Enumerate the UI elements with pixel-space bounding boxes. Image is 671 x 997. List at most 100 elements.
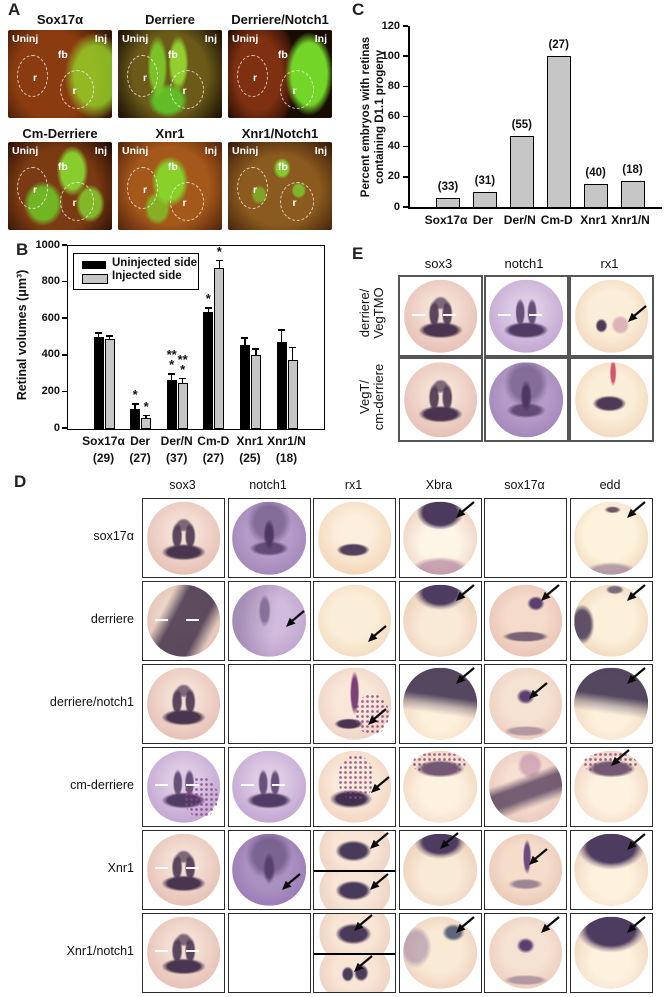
panel-e-cell bbox=[398, 275, 483, 357]
significance-line: ** bbox=[177, 351, 188, 367]
embryo-image bbox=[232, 501, 306, 575]
panel-c-y-axis-label-line1: Percent embryos with retinas bbox=[360, 36, 372, 198]
significance-line: * bbox=[205, 291, 211, 307]
panel-c-x-tick-label: Xnr1 bbox=[580, 213, 607, 227]
embryo-image bbox=[146, 501, 221, 575]
annotation-arrow-icon bbox=[367, 624, 387, 643]
embryo-image bbox=[574, 584, 648, 658]
split-sub-image bbox=[314, 913, 395, 953]
measurement-dash-marks bbox=[155, 867, 169, 870]
panel-b-bar bbox=[141, 418, 152, 429]
forebrain-label: fb bbox=[277, 49, 288, 62]
legend-swatch bbox=[82, 261, 106, 269]
embryo-image bbox=[574, 667, 648, 741]
embryo-image bbox=[488, 584, 563, 658]
significance-line: * bbox=[143, 398, 149, 414]
annotation-arrow-icon bbox=[528, 682, 548, 700]
embryo-image bbox=[318, 830, 391, 870]
split-sub-image bbox=[314, 830, 395, 870]
annotation-arrow-icon bbox=[285, 610, 305, 628]
embryo-image bbox=[488, 667, 563, 741]
significance-marker: * bbox=[125, 388, 145, 401]
panel-d-row-label: cm-derriere bbox=[70, 777, 134, 792]
panel-e-column-header: rx1 bbox=[600, 256, 619, 271]
error-bar-stem bbox=[108, 336, 111, 340]
error-bar-cap bbox=[168, 373, 176, 375]
embryo-image bbox=[317, 584, 392, 658]
panel-b-x-tick-label: Der/N bbox=[160, 434, 193, 448]
panel-b-bar bbox=[214, 267, 225, 429]
panel-d-cell bbox=[398, 580, 482, 661]
panel-d-empty-cell bbox=[227, 663, 311, 744]
panel-d-row-label: Xnr1 bbox=[107, 860, 134, 875]
panel-d-cell bbox=[227, 580, 311, 661]
panel-c-y-tick-mark bbox=[403, 55, 408, 57]
panel-d-cell bbox=[313, 829, 396, 910]
error-bar-cap bbox=[142, 414, 150, 417]
annotation-arrow-icon bbox=[455, 584, 475, 602]
panel-a-image-title: Cm-Derriere bbox=[22, 126, 98, 141]
embryo-image bbox=[403, 501, 477, 575]
panel-d-cell bbox=[227, 746, 311, 827]
error-bar-cap bbox=[131, 403, 139, 405]
panel-e-cell bbox=[483, 275, 569, 357]
panel-d-column-header: Xbra bbox=[425, 478, 453, 492]
panel-a-micrograph: Uninj Inj fb r r bbox=[228, 30, 332, 118]
error-bar-stem bbox=[170, 374, 173, 380]
panel-b-x-count-label: (37) bbox=[166, 451, 188, 465]
panel-d-cell bbox=[484, 663, 567, 744]
embryo-image bbox=[146, 584, 221, 658]
panel-b-y-tick-label: 1000 bbox=[35, 238, 60, 251]
embryo-image bbox=[403, 667, 477, 741]
panel-a-image-title: Xnr1 bbox=[155, 126, 185, 141]
panel-c-count-label: (55) bbox=[511, 119, 533, 132]
embryo-image bbox=[317, 501, 392, 575]
stain-speckles bbox=[338, 755, 374, 801]
panel-d-row-label: derriere/notch1 bbox=[49, 694, 134, 709]
panel-c-y-tick-mark bbox=[403, 85, 408, 88]
error-bar-cap bbox=[215, 259, 223, 262]
injected-side-label: Inj bbox=[314, 33, 327, 45]
panel-d-cell bbox=[398, 498, 482, 578]
embryo-image bbox=[488, 916, 563, 989]
embryo-image bbox=[574, 501, 648, 575]
panel-b-y-tick-mark bbox=[62, 427, 67, 429]
annotation-arrow-icon bbox=[367, 707, 387, 726]
panel-c-count-label: (33) bbox=[437, 180, 459, 193]
panel-c-y-tick-label: 80 bbox=[387, 79, 400, 92]
measurement-dash-marks bbox=[155, 784, 169, 787]
panel-c-plot-area: (33) (31) (55) (27) (40) (18) bbox=[408, 26, 662, 209]
panel-c-x-tick-label: Sox17α bbox=[424, 213, 468, 227]
forebrain-label: fb bbox=[167, 161, 178, 174]
panel-d-cell bbox=[569, 580, 653, 661]
panel-b-bar bbox=[166, 379, 177, 429]
measurement-dash-marks bbox=[240, 784, 254, 787]
panel-e-cell bbox=[483, 357, 569, 442]
significance-line: ** bbox=[166, 347, 177, 363]
annotation-arrow-icon bbox=[369, 831, 390, 850]
panel-b-y-tick-label: 0 bbox=[53, 421, 60, 434]
annotation-arrow-icon bbox=[455, 915, 475, 934]
error-bar-stem bbox=[134, 404, 136, 409]
annotation-arrow-icon bbox=[610, 749, 630, 767]
embryo-image bbox=[574, 361, 649, 438]
embryo-image bbox=[232, 584, 306, 658]
embryo-image bbox=[318, 954, 391, 992]
panel-a-micrograph: Uninj Inj fb r r bbox=[228, 142, 332, 230]
error-bar-stem bbox=[244, 338, 246, 345]
panel-d-column-header: rx1 bbox=[344, 478, 363, 492]
panel-d-cell bbox=[142, 746, 225, 827]
uninjected-side-label: Uninj bbox=[122, 33, 149, 45]
panel-d-cell bbox=[484, 912, 567, 993]
panel-c-count-label: (31) bbox=[474, 174, 496, 187]
panel-c-y-tick-label: 0 bbox=[393, 200, 400, 213]
panel-b-x-tick-label: Xnr1 bbox=[236, 434, 264, 448]
panel-c-y-tick-label: 40 bbox=[387, 140, 400, 153]
panel-b-letter: B bbox=[16, 240, 29, 259]
panel-b-x-tick-label: Xnr1/N bbox=[267, 434, 306, 448]
panel-e-row-label-line: VegT/ bbox=[357, 379, 372, 414]
forebrain-label: fb bbox=[57, 49, 68, 62]
retina-outline bbox=[170, 70, 205, 110]
embryo-image bbox=[488, 833, 563, 906]
